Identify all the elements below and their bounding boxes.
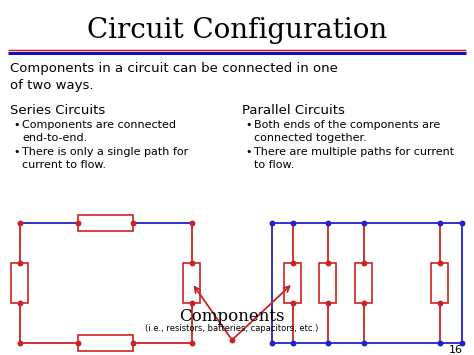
Text: Parallel Circuits: Parallel Circuits [242,104,345,117]
Text: Series Circuits: Series Circuits [10,104,105,117]
Bar [284,263,301,303]
Bar [431,263,448,303]
Point [289,300,297,306]
Point [360,300,368,306]
Point [16,340,24,346]
Text: •: • [245,120,252,130]
Point [75,220,82,226]
Point [228,337,236,343]
Bar [11,263,28,303]
Text: •: • [13,147,19,157]
Point [188,220,196,226]
Point [130,340,137,346]
Point [75,340,82,346]
Point [458,340,466,346]
Text: Both ends of the components are
connected together.: Both ends of the components are connecte… [254,120,440,143]
Point [324,340,332,346]
Point [324,300,332,306]
Text: There are multiple paths for current
to flow.: There are multiple paths for current to … [254,147,454,170]
Text: •: • [245,147,252,157]
Text: Components: Components [179,308,285,325]
Point [324,260,332,266]
Bar [319,263,337,303]
Point [458,220,466,226]
Point [324,220,332,226]
Bar [183,263,201,303]
Point [188,300,196,306]
Point [360,260,368,266]
Point [360,340,368,346]
Point [268,340,276,346]
Point [436,260,444,266]
Bar [79,335,134,351]
Point [16,260,24,266]
Bar [79,215,134,231]
Point [289,340,297,346]
Point [16,300,24,306]
Point [436,340,444,346]
Text: (i.e., resistors, batteries, capacitors, etc.): (i.e., resistors, batteries, capacitors,… [146,324,319,333]
Text: 16: 16 [449,345,463,355]
Bar [356,263,373,303]
Point [188,260,196,266]
Text: Circuit Configuration: Circuit Configuration [87,16,387,44]
Point [16,220,24,226]
Text: Components in a circuit can be connected in one
of two ways.: Components in a circuit can be connected… [10,62,338,93]
Point [289,220,297,226]
Text: Components are connected
end-to-end.: Components are connected end-to-end. [22,120,176,143]
Point [436,220,444,226]
Point [130,220,137,226]
Point [289,260,297,266]
Point [188,340,196,346]
Text: •: • [13,120,19,130]
Point [268,220,276,226]
Text: There is only a single path for
current to flow.: There is only a single path for current … [22,147,188,170]
Point [360,220,368,226]
Point [436,300,444,306]
